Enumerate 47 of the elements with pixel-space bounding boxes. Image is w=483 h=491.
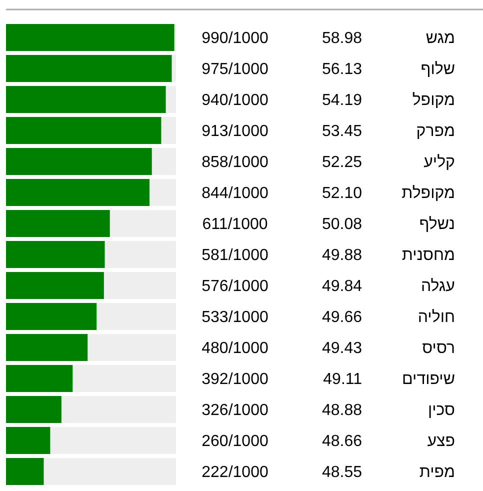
data-label: 611/1000 <box>202 216 268 233</box>
text: 52.10 <box>322 185 362 202</box>
text: 48.66 <box>322 433 362 450</box>
y-tick-label: מגש <box>426 30 455 47</box>
data-label: 260/1000 <box>202 433 268 450</box>
text: 49.66 <box>322 309 362 326</box>
data-label: 975/1000 <box>202 61 268 78</box>
y-tick-label: מחסנית <box>402 247 455 264</box>
y-tick-label: סכין <box>428 402 455 419</box>
data-label: 222/1000 <box>202 464 268 481</box>
data-label: 581/1000 <box>202 247 268 264</box>
y-tick-label: קליע <box>424 153 455 171</box>
data-label: 844/1000 <box>202 185 268 202</box>
bar <box>6 55 172 82</box>
text: 48.55 <box>322 464 362 481</box>
text: 52.25 <box>322 154 362 171</box>
data-label: 392/1000 <box>202 371 268 388</box>
text: 54.19 <box>322 92 362 109</box>
text: 49.88 <box>322 247 362 264</box>
data-label: 858/1000 <box>202 154 268 171</box>
y-tick-label: שלוף <box>420 60 455 78</box>
data-label: 940/1000 <box>202 92 268 109</box>
data-label: 576/1000 <box>202 278 268 295</box>
bar <box>6 458 44 485</box>
text: 48.88 <box>322 402 362 419</box>
text: 50.08 <box>322 216 362 233</box>
y-tick-label: נשלף <box>419 215 455 233</box>
y-tick-label: רסיס <box>422 340 455 357</box>
y-tick-label: מקופלת <box>402 184 455 202</box>
data-label: 533/1000 <box>202 309 268 326</box>
data-label: 326/1000 <box>202 402 268 419</box>
data-label: 480/1000 <box>202 340 268 357</box>
y-tick-label: פצע <box>427 433 455 450</box>
text: 58.98 <box>322 30 362 47</box>
data-label: 913/1000 <box>202 123 268 140</box>
data-label: 990/1000 <box>202 30 268 47</box>
y-tick-label: שיפודים <box>402 371 455 388</box>
text: 49.84 <box>322 278 362 295</box>
y-tick-label: מקופל <box>412 91 455 109</box>
y-tick-label: עגלה <box>420 277 455 295</box>
text: 49.11 <box>323 371 362 388</box>
y-tick-label: חוליה <box>418 308 455 326</box>
text: 49.43 <box>322 340 362 357</box>
y-tick-label: מפרק <box>416 123 455 140</box>
y-tick-label: מפית <box>419 464 455 481</box>
text: 53.45 <box>322 123 362 140</box>
text: 56.13 <box>322 61 362 78</box>
